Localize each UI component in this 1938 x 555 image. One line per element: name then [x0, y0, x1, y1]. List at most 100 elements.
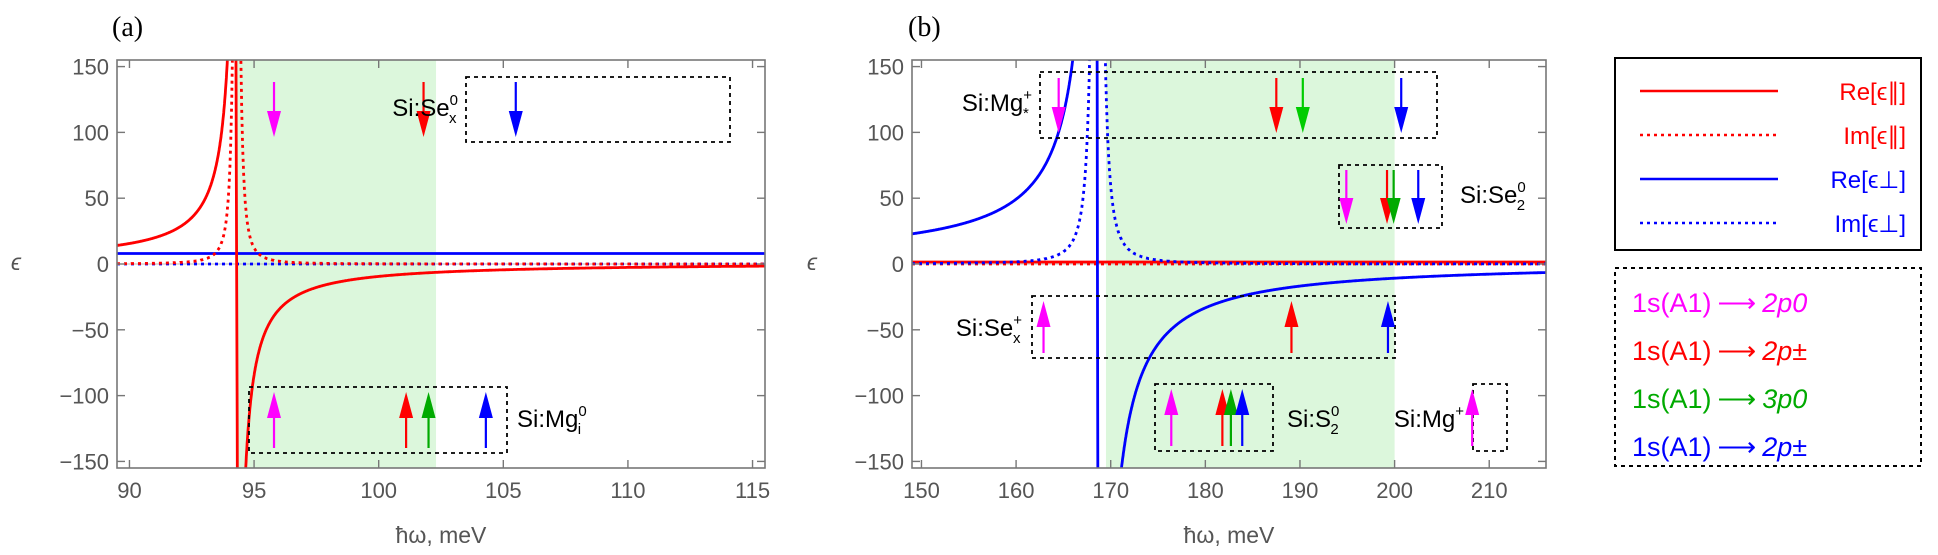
- panel-b-ticks: 150 160 170 180 190 200 210 −150 −100 −50 0 50 100 15…: [854, 55, 1546, 503]
- y-tick-label: −150: [854, 449, 904, 474]
- x-tick-label: 170: [1092, 478, 1129, 503]
- x-tick-label: 95: [242, 478, 266, 503]
- annotation-b-3: Si:S0 2: [1154, 383, 1339, 452]
- legend-line-label: Im[ϵ∥]: [1843, 123, 1906, 150]
- x-tick-label: 90: [117, 478, 141, 503]
- legend-line-entry: Im[ϵ∥]: [1640, 123, 1906, 150]
- y-tick-label: 50: [85, 186, 109, 211]
- arrow-down-icon: [1386, 170, 1401, 224]
- legend-transition-entry: 1s(A1) ⟶ 2p±: [1632, 432, 1807, 462]
- arrow-down-icon: [1394, 78, 1409, 133]
- y-tick-label: −100: [59, 384, 109, 409]
- panel-b: Si:Mg+ * Si:Se0 2 Si:Se+ x Si:S0 2 Si:Mg+ 150 160…: [807, 12, 1547, 548]
- legend-transition-label: 1s(A1) ⟶ 2p±: [1632, 336, 1807, 366]
- arrow-down-icon: [1269, 78, 1284, 133]
- panel-a: Si:Se0 x Si:Mg0 i 90 95 100 105 110 115 −150 −100 −…: [11, 12, 770, 548]
- series-re-perp: [912, 60, 1546, 468]
- legend-line-entry: Re[ϵ⊥]: [1640, 167, 1906, 194]
- legend-transitions-box: [1614, 267, 1922, 467]
- annotation-b-2: Si:Se+ x: [956, 295, 1396, 359]
- legend-transition-entry: 1s(A1) ⟶ 2p0: [1632, 288, 1807, 318]
- x-tick-label: 210: [1471, 478, 1508, 503]
- annotation-b-4: Si:Mg+: [1394, 383, 1508, 452]
- legend-line-entry: Re[ϵ∥]: [1640, 79, 1906, 106]
- panel-a-ticks: 90 95 100 105 110 115 −150 −100 −50 0 50 100 150: [59, 55, 770, 503]
- annotation-label: Si:Mg0 i: [517, 403, 587, 438]
- legend-line-label: Im[ϵ⊥]: [1834, 211, 1906, 238]
- arrow-up-icon: [1235, 389, 1250, 446]
- annotation-box: [1031, 295, 1396, 359]
- annotation-a-0: Si:Se0 x: [267, 76, 731, 143]
- y-tick-label: 0: [97, 252, 109, 277]
- annotation-label: Si:Se+ x: [956, 312, 1022, 347]
- x-tick-label: 105: [485, 478, 522, 503]
- annotation-b-1: Si:Se0 2: [1338, 164, 1526, 229]
- x-tick-label: 180: [1187, 478, 1224, 503]
- arrow-down-icon: [508, 82, 523, 137]
- y-tick-label: −50: [72, 318, 109, 343]
- arrow-up-icon: [399, 392, 414, 448]
- panel-a-label: (a): [112, 12, 143, 43]
- arrow-up-icon: [1164, 389, 1179, 446]
- annotation-box: [248, 386, 508, 454]
- legend-transitions: 1s(A1) ⟶ 2p0 1s(A1) ⟶ 2p± 1s(A1) ⟶ 3p0 1s(A1) ⟶ 2p±: [1614, 267, 1922, 467]
- y-tick-label: 150: [72, 55, 109, 80]
- arrow-down-icon: [1339, 170, 1354, 224]
- panel-b-ylabel: ϵ: [807, 249, 818, 275]
- panel-b-xlabel: ħω, meV: [1184, 522, 1275, 548]
- arrow-down-icon: [1051, 78, 1066, 133]
- legend-lines: Re[ϵ∥] Im[ϵ∥] Re[ϵ⊥] Im[ϵ⊥]: [1614, 57, 1922, 251]
- arrow-up-icon: [1036, 301, 1051, 353]
- legend-transition-label: 1s(A1) ⟶ 3p0: [1632, 384, 1807, 414]
- legend-transition-entry: 1s(A1) ⟶ 2p±: [1632, 336, 1807, 366]
- legend-line-label: Re[ϵ⊥]: [1830, 167, 1906, 194]
- series-im-perp: [912, 60, 1546, 266]
- annotation-box: [1472, 383, 1508, 452]
- series-re-parallel: [117, 60, 765, 468]
- y-tick-label: 50: [880, 186, 904, 211]
- y-tick-label: 0: [892, 252, 904, 277]
- panel-a-ylabel: ϵ: [11, 249, 22, 275]
- annotation-label: Si:Mg+: [1394, 403, 1464, 433]
- annotation-label: Si:Se0 2: [1460, 179, 1526, 214]
- annotation-a-1: Si:Mg0 i: [248, 386, 587, 454]
- arrow-up-icon: [1380, 301, 1395, 353]
- y-tick-label: −50: [867, 318, 904, 343]
- panel-b-label: (b): [908, 12, 941, 43]
- y-tick-label: 100: [867, 120, 904, 145]
- y-tick-label: −100: [854, 384, 904, 409]
- arrow-down-icon: [1411, 170, 1426, 224]
- panel-b-curves: [912, 60, 1546, 468]
- legend-transition-label: 1s(A1) ⟶ 2p0: [1632, 288, 1807, 318]
- x-tick-label: 115: [735, 478, 770, 503]
- y-tick-label: 150: [867, 55, 904, 80]
- arrow-up-icon: [478, 392, 493, 448]
- y-tick-label: −150: [59, 449, 109, 474]
- panel-a-annotations: Si:Se0 x Si:Mg0 i: [248, 76, 731, 454]
- x-tick-label: 150: [903, 478, 940, 503]
- x-tick-label: 110: [610, 478, 645, 503]
- panel-b-annotations: Si:Mg+ * Si:Se0 2 Si:Se+ x Si:S0 2 Si:Mg+: [956, 71, 1526, 452]
- series-im-parallel: [117, 60, 765, 266]
- y-tick-label: 100: [72, 120, 109, 145]
- arrow-up-icon: [421, 392, 436, 448]
- x-tick-label: 190: [1282, 478, 1319, 503]
- arrow-down-icon: [416, 82, 431, 137]
- arrow-up-icon: [1223, 389, 1238, 446]
- x-tick-label: 160: [998, 478, 1035, 503]
- annotation-b-0: Si:Mg+ *: [962, 71, 1438, 139]
- annotation-box: [1338, 164, 1443, 229]
- annotation-label: Si:Mg+ *: [962, 87, 1032, 122]
- annotation-label: Si:S0 2: [1287, 403, 1339, 438]
- arrow-down-icon: [267, 82, 282, 137]
- arrow-up-icon: [1284, 301, 1299, 353]
- panel-a-xlabel: ħω, meV: [396, 522, 487, 548]
- annotation-label: Si:Se0 x: [392, 92, 458, 127]
- legend-line-entry: Im[ϵ⊥]: [1640, 211, 1906, 238]
- legend-transition-label: 1s(A1) ⟶ 2p±: [1632, 432, 1807, 462]
- legend-transition-entry: 1s(A1) ⟶ 3p0: [1632, 384, 1807, 414]
- panel-a-curves: [117, 60, 765, 468]
- x-tick-label: 200: [1376, 478, 1413, 503]
- arrow-up-icon: [1465, 389, 1480, 446]
